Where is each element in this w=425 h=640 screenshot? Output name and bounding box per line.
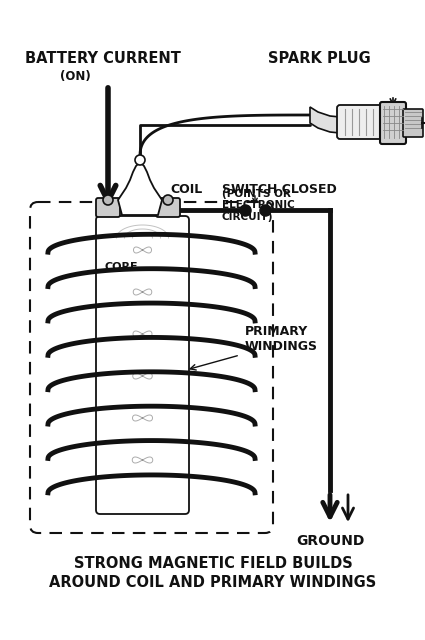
Text: SWITCH CLOSED: SWITCH CLOSED xyxy=(222,183,337,196)
FancyBboxPatch shape xyxy=(30,202,273,533)
Text: CORE: CORE xyxy=(105,262,139,272)
FancyBboxPatch shape xyxy=(403,109,423,137)
FancyBboxPatch shape xyxy=(337,105,385,139)
Text: GROUND: GROUND xyxy=(296,534,364,548)
Text: AROUND COIL AND PRIMARY WINDINGS: AROUND COIL AND PRIMARY WINDINGS xyxy=(49,575,377,590)
Text: STRONG MAGNETIC FIELD BUILDS: STRONG MAGNETIC FIELD BUILDS xyxy=(74,556,352,571)
Text: (ON): (ON) xyxy=(60,70,91,83)
Circle shape xyxy=(135,155,145,165)
FancyBboxPatch shape xyxy=(96,198,120,217)
Text: (POINTS OR
ELECTRONIC
CIRCUIT): (POINTS OR ELECTRONIC CIRCUIT) xyxy=(222,189,295,222)
Circle shape xyxy=(103,195,113,205)
FancyBboxPatch shape xyxy=(96,216,189,514)
Text: COIL: COIL xyxy=(170,183,202,196)
Text: PRIMARY
WINDINGS: PRIMARY WINDINGS xyxy=(245,325,318,353)
Text: BATTERY CURRENT: BATTERY CURRENT xyxy=(25,51,181,66)
Polygon shape xyxy=(310,107,340,133)
FancyBboxPatch shape xyxy=(156,198,180,217)
FancyBboxPatch shape xyxy=(380,102,406,144)
Polygon shape xyxy=(118,162,162,215)
Text: SPARK PLUG: SPARK PLUG xyxy=(268,51,371,66)
Circle shape xyxy=(163,195,173,205)
